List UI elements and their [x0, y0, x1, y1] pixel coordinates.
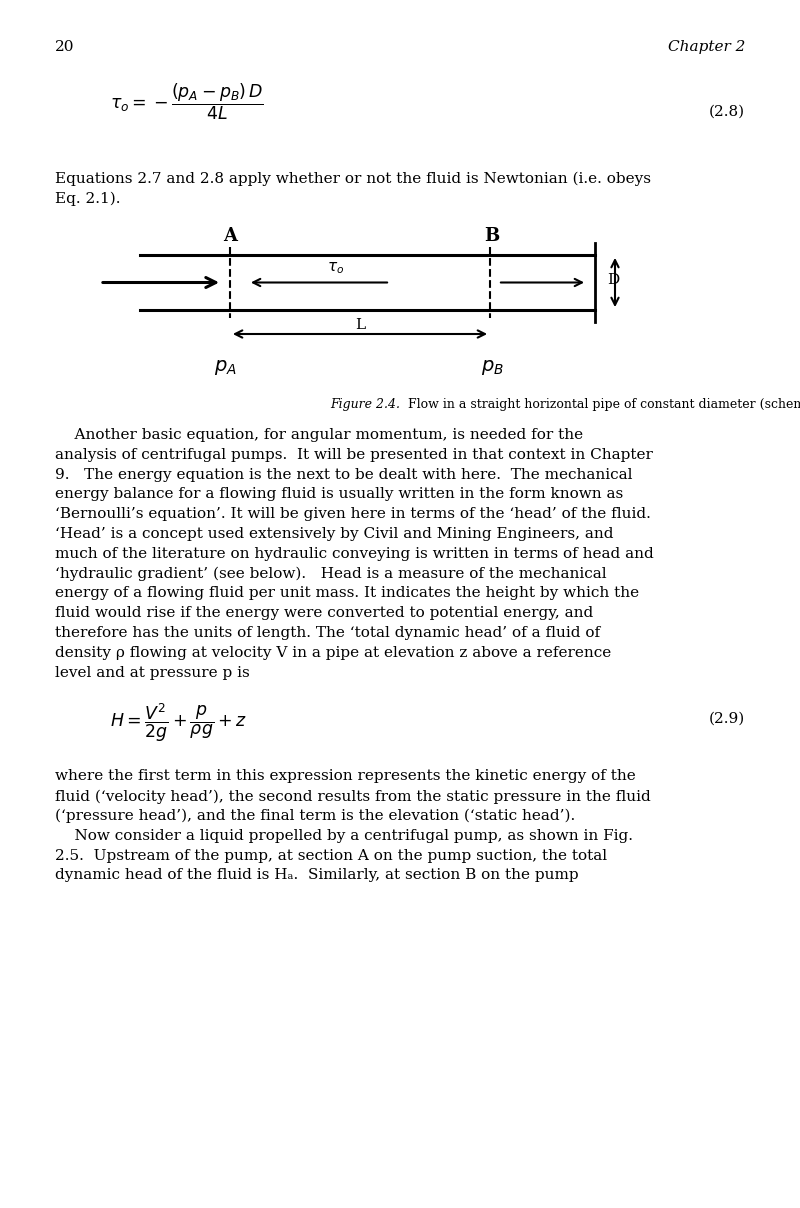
Text: ‘Head’ is a concept used extensively by Civil and Mining Engineers, and: ‘Head’ is a concept used extensively by … [55, 527, 614, 541]
Text: A: A [223, 227, 237, 245]
Text: $p_A$: $p_A$ [214, 358, 237, 377]
Text: 9.   The energy equation is the next to be dealt with here.  The mechanical: 9. The energy equation is the next to be… [55, 467, 633, 482]
Text: (2.8): (2.8) [709, 105, 745, 120]
Text: ‘hydraulic gradient’ (see below).   Head is a measure of the mechanical: ‘hydraulic gradient’ (see below). Head i… [55, 567, 606, 581]
Text: ‘Bernoulli’s equation’. It will be given here in terms of the ‘head’ of the flui: ‘Bernoulli’s equation’. It will be given… [55, 507, 651, 521]
Text: $p_B$: $p_B$ [481, 358, 503, 377]
Text: Eq. 2.1).: Eq. 2.1). [55, 192, 121, 207]
Text: (‘pressure head’), and the final term is the elevation (‘static head’).: (‘pressure head’), and the final term is… [55, 809, 575, 824]
Text: (2.9): (2.9) [709, 712, 745, 725]
Text: therefore has the units of length. The ‘total dynamic head’ of a fluid of: therefore has the units of length. The ‘… [55, 626, 600, 640]
Text: 2.5.  Upstream of the pump, at section A on the pump suction, the total: 2.5. Upstream of the pump, at section A … [55, 848, 607, 863]
Text: energy balance for a flowing fluid is usually written in the form known as: energy balance for a flowing fluid is us… [55, 487, 623, 501]
Text: density ρ flowing at velocity V in a pipe at elevation z above a reference: density ρ flowing at velocity V in a pip… [55, 646, 611, 660]
Text: Another basic equation, for angular momentum, is needed for the: Another basic equation, for angular mome… [55, 428, 583, 442]
Text: much of the literature on hydraulic conveying is written in terms of head and: much of the literature on hydraulic conv… [55, 547, 654, 561]
Text: D: D [607, 273, 619, 288]
Text: $H = \dfrac{V^2}{2g} + \dfrac{p}{\rho g} + z$: $H = \dfrac{V^2}{2g} + \dfrac{p}{\rho g}… [110, 702, 247, 744]
Text: $\tau_o = -\dfrac{(p_A - p_B)\,D}{4L}$: $\tau_o = -\dfrac{(p_A - p_B)\,D}{4L}$ [110, 82, 264, 122]
Text: Equations 2.7 and 2.8 apply whether or not the fluid is Newtonian (i.e. obeys: Equations 2.7 and 2.8 apply whether or n… [55, 172, 651, 186]
Text: energy of a flowing fluid per unit mass. It indicates the height by which the: energy of a flowing fluid per unit mass.… [55, 586, 639, 600]
Text: where the first term in this expression represents the kinetic energy of the: where the first term in this expression … [55, 769, 636, 784]
Text: Now consider a liquid propelled by a centrifugal pump, as shown in Fig.: Now consider a liquid propelled by a cen… [55, 829, 633, 843]
Text: fluid (‘velocity head’), the second results from the static pressure in the flui: fluid (‘velocity head’), the second resu… [55, 789, 650, 803]
Text: level and at pressure p is: level and at pressure p is [55, 666, 250, 680]
Text: Figure 2.4.: Figure 2.4. [330, 397, 400, 411]
Text: $\tau_o$: $\tau_o$ [327, 261, 344, 277]
Text: L: L [355, 318, 365, 332]
Text: 20: 20 [55, 40, 74, 54]
Text: analysis of centrifugal pumps.  It will be presented in that context in Chapter: analysis of centrifugal pumps. It will b… [55, 448, 653, 461]
Text: dynamic head of the fluid is Hₐ.  Similarly, at section B on the pump: dynamic head of the fluid is Hₐ. Similar… [55, 869, 578, 882]
Text: Chapter 2: Chapter 2 [668, 40, 745, 54]
Text: fluid would rise if the energy were converted to potential energy, and: fluid would rise if the energy were conv… [55, 606, 594, 620]
Text: B: B [484, 227, 500, 245]
Text: Flow in a straight horizontal pipe of constant diameter (schematic): Flow in a straight horizontal pipe of co… [400, 397, 800, 411]
